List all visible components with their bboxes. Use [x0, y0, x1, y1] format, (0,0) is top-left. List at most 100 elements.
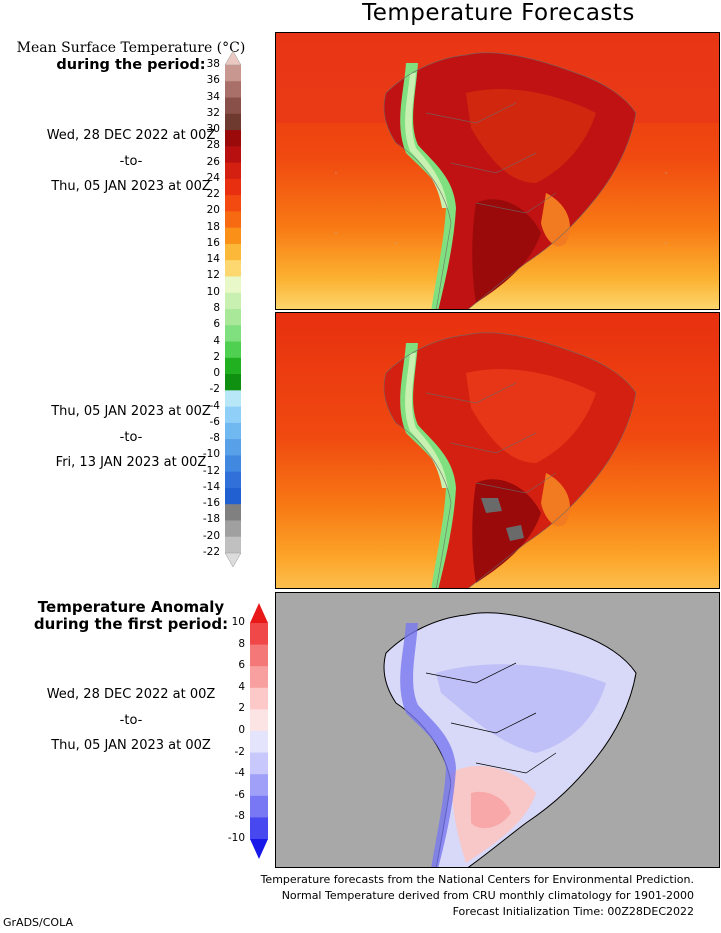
period2-start: Thu, 05 JAN 2023 at 00Z — [51, 404, 211, 419]
anomaly-colorbar-label: 8 — [238, 637, 245, 650]
colorbar-swatch — [225, 65, 241, 82]
anomaly-colorbar-swatch — [250, 687, 268, 710]
colorbar-swatch — [225, 439, 241, 456]
anomaly-colorbar-swatch — [250, 774, 268, 797]
colorbar-swatch — [225, 520, 241, 538]
colorbar-label: -12 — [202, 464, 220, 477]
colorbar-label: -16 — [202, 497, 220, 510]
colorbar-swatch — [225, 374, 241, 391]
colorbar-swatch — [225, 455, 241, 473]
credit: GrADS/COLA — [3, 916, 73, 929]
colorbar-swatch — [225, 227, 241, 245]
colorbar-label: 34 — [206, 90, 220, 103]
period2-end: Fri, 13 JAN 2023 at 00Z — [55, 455, 207, 470]
colorbar-label: -22 — [202, 546, 220, 558]
anomaly-colorbar — [249, 602, 269, 859]
anomaly-colorbar-swatch — [250, 817, 268, 840]
anomaly-period-start: Wed, 28 DEC 2022 at 00Z — [46, 687, 216, 702]
footnote-3: Forecast Initialization Time: 00Z28DEC20… — [452, 905, 694, 918]
forecast-map-period2 — [275, 312, 720, 589]
colorbar-label: 24 — [206, 171, 220, 184]
colorbar-swatch — [225, 162, 241, 180]
colorbar-label: 30 — [206, 123, 220, 136]
temperature-colorbar — [224, 50, 242, 568]
colorbar-label: 12 — [206, 269, 220, 282]
colorbar-label: -4 — [209, 399, 220, 412]
colorbar-label: -18 — [202, 513, 220, 526]
colorbar-swatch — [225, 97, 241, 115]
anomaly-map-graphic — [276, 593, 719, 867]
colorbar-label: -20 — [202, 529, 220, 542]
colorbar-swatch — [225, 260, 241, 277]
footnote-1: Temperature forecasts from the National … — [260, 873, 694, 886]
anomaly-colorbar-label: 6 — [238, 659, 245, 672]
colorbar-swatch — [225, 146, 241, 164]
anomaly-colorbar-swatch — [250, 644, 268, 667]
period2-sep: -to- — [119, 430, 143, 445]
forecast-map-period1 — [275, 32, 720, 310]
colorbar-swatch — [225, 276, 241, 294]
colorbar-label: 8 — [213, 302, 220, 314]
anomaly-heading: Temperature Anomaly — [37, 598, 225, 616]
colorbar-label: 10 — [206, 285, 220, 298]
anomaly-colorbar-bottom-triangle — [250, 839, 268, 859]
anomaly-colorbar-label: -10 — [227, 832, 245, 844]
anomaly-colorbar-label: 0 — [238, 724, 245, 736]
page-title: Temperature Forecasts — [362, 0, 635, 26]
colorbar-swatch — [225, 536, 241, 554]
anomaly-colorbar-label: -8 — [234, 810, 245, 823]
colorbar-swatch — [225, 292, 241, 310]
anomaly-colorbar-top-triangle — [250, 603, 268, 623]
forecast-map-period2-graphic — [276, 313, 719, 588]
colorbar-swatch — [225, 113, 241, 131]
colorbar-label: -14 — [202, 480, 220, 493]
colorbar-label: 2 — [213, 350, 220, 363]
colorbar-label: 38 — [206, 58, 220, 70]
colorbar-swatch — [225, 211, 241, 229]
forecast-map-period1-graphic — [276, 33, 719, 309]
colorbar-swatch — [225, 243, 241, 261]
anomaly-colorbar-swatch — [250, 752, 268, 775]
period1-sep: -to- — [119, 154, 143, 169]
anomaly-period-sep: -to- — [119, 713, 143, 728]
colorbar-bottom-triangle — [224, 552, 242, 568]
colorbar-swatch — [225, 309, 241, 326]
colorbar-swatch — [225, 81, 241, 99]
anomaly-colorbar-label: -2 — [234, 745, 245, 758]
anomaly-colorbar-label: 2 — [238, 702, 245, 715]
colorbar-label: 32 — [206, 106, 220, 119]
colorbar-swatch — [225, 130, 241, 147]
anomaly-colorbar-graphic — [250, 603, 268, 859]
temperature-colorbar-graphic — [224, 50, 242, 568]
colorbar-label: 20 — [206, 204, 220, 217]
colorbar-label: -10 — [202, 448, 220, 461]
colorbar-top-triangle — [224, 50, 242, 66]
anomaly-colorbar-swatch — [250, 666, 268, 689]
anomaly-colorbar-label: 4 — [238, 680, 245, 693]
anomaly-colorbar-label: -6 — [234, 788, 245, 801]
anomaly-colorbar-swatch — [250, 795, 268, 818]
colorbar-label: 14 — [206, 253, 220, 266]
anomaly-colorbar-label: -4 — [234, 767, 245, 780]
colorbar-swatch — [225, 341, 241, 359]
forecast-subheading: during the period: — [56, 57, 206, 73]
colorbar-label: 22 — [206, 188, 220, 201]
colorbar-label: 16 — [206, 236, 220, 249]
colorbar-swatch — [225, 504, 241, 521]
period1-end: Thu, 05 JAN 2023 at 00Z — [51, 179, 211, 194]
colorbar-label: -6 — [209, 415, 220, 428]
colorbar-swatch — [225, 471, 241, 489]
forecast-heading: Mean Surface Temperature (°C) — [16, 40, 246, 56]
colorbar-label: 18 — [206, 220, 220, 233]
colorbar-label: 4 — [213, 334, 220, 347]
anomaly-colorbar-swatch — [250, 623, 268, 646]
colorbar-swatch — [225, 390, 241, 408]
anomaly-colorbar-swatch — [250, 709, 268, 732]
colorbar-label: -2 — [209, 383, 220, 396]
colorbar-swatch — [225, 487, 241, 505]
anomaly-map — [275, 592, 720, 868]
anomaly-colorbar-swatch — [250, 731, 268, 754]
colorbar-swatch — [225, 406, 241, 424]
colorbar-label: 26 — [206, 155, 220, 168]
colorbar-label: 36 — [206, 74, 220, 87]
